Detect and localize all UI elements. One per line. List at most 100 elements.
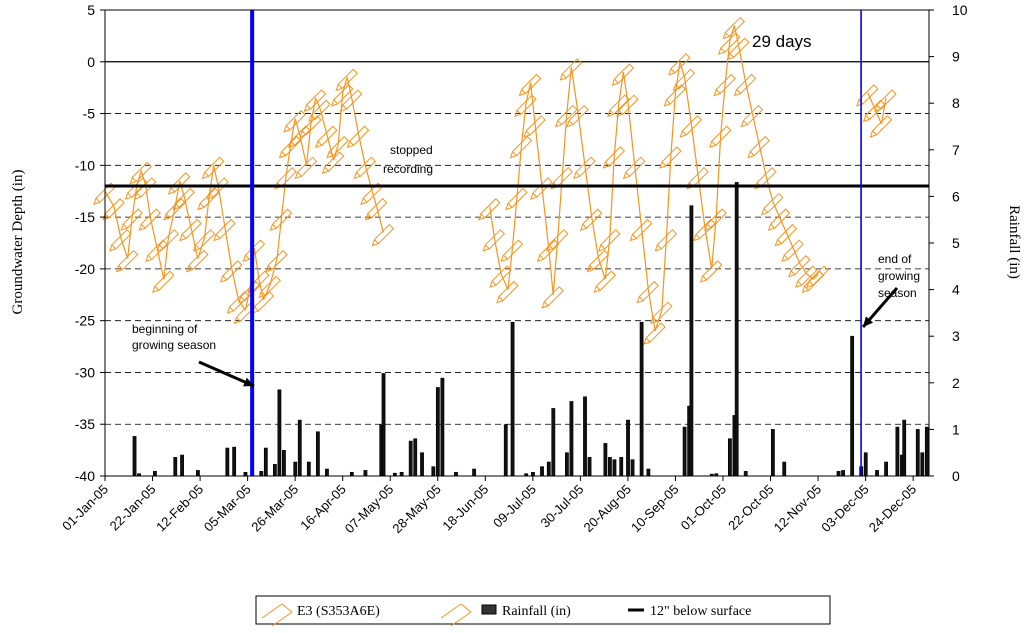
pencil-marker-icon <box>326 135 349 159</box>
pencil-marker-icon <box>371 223 395 247</box>
reference-lines <box>105 10 929 476</box>
groundwater-segment <box>552 237 559 295</box>
groundwater-segment <box>792 247 801 264</box>
pencil-marker-icon <box>167 172 191 195</box>
y2-axis-title: Rainfall (in) <box>1006 205 1022 279</box>
y2-tick-label: 0 <box>952 468 960 484</box>
y-tick-label: 0 <box>87 54 95 70</box>
groundwater-segment <box>880 97 887 125</box>
groundwater-segment <box>813 273 819 280</box>
y2-tick-label: 3 <box>952 328 960 344</box>
groundwater-segment <box>346 77 353 99</box>
groundwater-point <box>622 156 646 180</box>
arrow-shaft <box>198 360 255 388</box>
rainfall-bar <box>608 457 612 477</box>
rainfall-bar <box>153 471 157 477</box>
groundwater-point <box>747 135 770 159</box>
rainfall-bar <box>902 419 907 477</box>
rainfall-bar <box>259 471 264 477</box>
annotation-beginning-growing-season: beginning of growing season <box>132 322 216 352</box>
pencil-marker-icon <box>856 84 879 107</box>
rainfall-bar <box>431 466 436 477</box>
groundwater-segment <box>679 61 686 78</box>
y2-tick-label: 7 <box>952 142 960 158</box>
pencil-marker-icon <box>806 265 829 288</box>
pencil-marker-icon <box>133 177 157 200</box>
pencil-marker-icon <box>722 16 746 40</box>
pencil-marker-icon <box>566 104 589 128</box>
groundwater-segment <box>690 123 699 176</box>
pencil-marker-icon <box>489 265 512 288</box>
groundwater-point <box>514 94 537 117</box>
groundwater-point <box>579 208 603 231</box>
rainfall-bar <box>349 471 354 477</box>
legend-label-reference: 12" below surface <box>650 604 751 619</box>
groundwater-point <box>862 99 886 123</box>
pencil-marker-icon <box>699 260 723 283</box>
groundwater-point <box>874 89 897 112</box>
x-tick-label: 03-Dec-05 <box>818 482 872 536</box>
groundwater-segment <box>120 237 129 259</box>
pencil-marker-icon <box>315 125 338 149</box>
groundwater-segment <box>704 227 713 269</box>
pencil-marker-icon <box>545 229 569 252</box>
groundwater-segment <box>131 185 138 218</box>
y-tick-label: -25 <box>75 313 95 329</box>
groundwater-point <box>219 260 243 283</box>
groundwater-segment <box>867 92 876 109</box>
x-tick-label: 24-Dec-05 <box>866 482 920 536</box>
y-tick-label: -30 <box>75 364 95 380</box>
groundwater-point <box>287 125 311 149</box>
groundwater-point <box>167 172 191 195</box>
y-axis-title: Groundwater Depth (in) <box>10 170 26 315</box>
rainfall-bar <box>884 461 888 477</box>
groundwater-point <box>482 229 506 252</box>
groundwater-point <box>767 208 791 231</box>
x-tick-label: 22-Oct-05 <box>725 482 776 533</box>
y-tick-label: -20 <box>75 261 95 277</box>
groundwater-point <box>788 255 811 278</box>
groundwater-segment <box>285 144 292 176</box>
groundwater-segment <box>371 191 378 207</box>
groundwater-point <box>722 16 746 40</box>
y2-tick-label: 5 <box>952 235 960 251</box>
rainfall-bar <box>850 335 855 477</box>
groundwater-segment <box>269 258 278 285</box>
rainfall-bar <box>180 454 184 477</box>
rainfall-bar <box>587 457 592 477</box>
rainfall-bar <box>454 471 458 477</box>
groundwater-segment <box>351 97 360 135</box>
groundwater-segment <box>661 237 668 311</box>
pencil-marker-icon <box>213 218 236 242</box>
pencil-marker-icon <box>659 146 682 169</box>
rainfall-bar <box>408 440 413 477</box>
groundwater-point <box>321 151 345 174</box>
groundwater-point <box>226 291 250 314</box>
pencil-marker-icon <box>283 110 306 133</box>
pencil-marker-icon <box>226 291 250 314</box>
x-tick-label: 30-Jul-05 <box>538 482 587 531</box>
pencil-marker-icon <box>265 249 288 273</box>
pencil-marker-icon <box>346 125 370 149</box>
groundwater-segment <box>609 154 615 238</box>
groundwater-segment <box>665 154 672 238</box>
rainfall-bar <box>924 426 929 477</box>
pencil-marker-icon <box>201 156 225 180</box>
groundwater-point <box>509 135 533 159</box>
groundwater-segment <box>104 190 115 208</box>
rainfall-bar <box>413 438 418 477</box>
pencil-marker-icon <box>530 177 553 200</box>
groundwater-segment <box>570 66 579 114</box>
groundwater-point <box>781 239 804 262</box>
pencil-marker-icon <box>364 198 388 221</box>
groundwater-point <box>201 156 225 180</box>
rainfall-bar <box>727 438 732 477</box>
rainfall-bar <box>531 471 535 477</box>
legend-swatch-rainfall <box>481 604 497 615</box>
groundwater-segment <box>561 113 568 176</box>
groundwater-segment <box>711 217 717 269</box>
groundwater-point <box>505 187 528 211</box>
groundwater-point <box>335 68 358 92</box>
pencil-marker-icon <box>654 229 678 252</box>
groundwater-point <box>650 301 673 325</box>
